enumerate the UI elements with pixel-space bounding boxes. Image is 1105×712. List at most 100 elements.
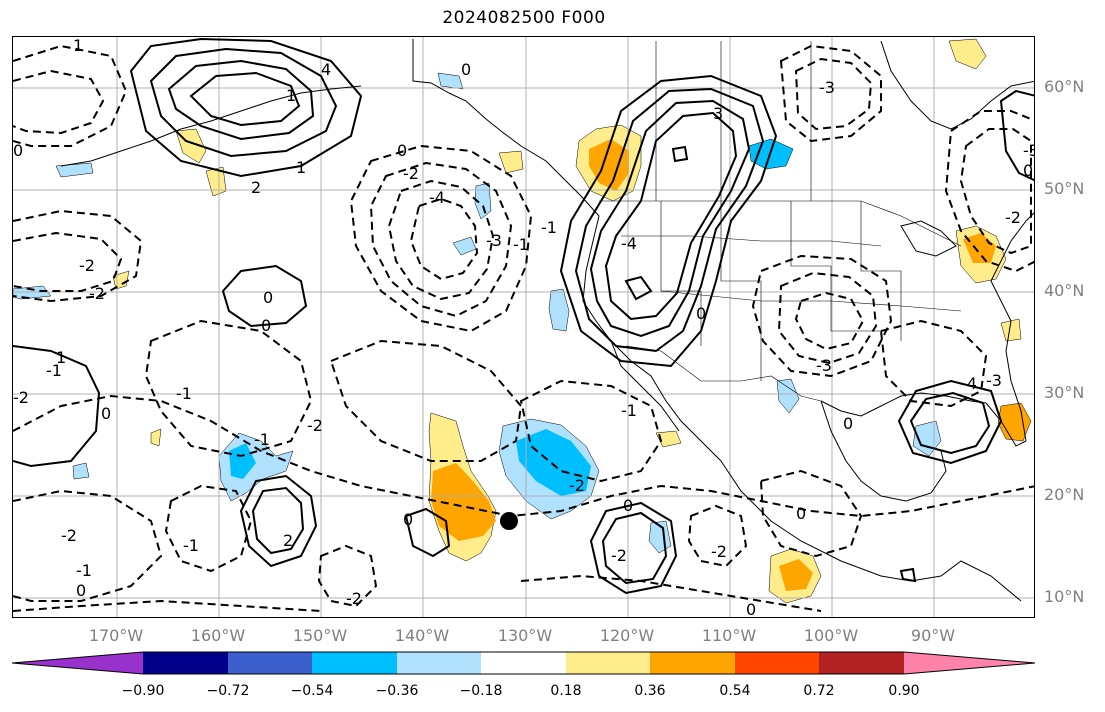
- colorbar-cell: [819, 652, 904, 674]
- contour-neg-nw: [13, 44, 128, 147]
- contour-label: -1: [46, 361, 62, 380]
- coast-great-lakes: [900, 220, 957, 257]
- contour-label: 0: [101, 404, 111, 423]
- border-states-4: [860, 201, 902, 341]
- contour-label: 0: [1023, 161, 1033, 180]
- colorbar-cell: [228, 652, 312, 674]
- contour-neg-pac-4: [409, 197, 479, 281]
- contour-low-gulf-2: [909, 391, 991, 455]
- contour-label: -2: [1005, 208, 1021, 227]
- contour-label: -1: [183, 536, 199, 555]
- colorbar-tick: −0.36: [375, 683, 419, 699]
- contour-small-se: [899, 567, 917, 583]
- shade-negative-texas: [776, 378, 800, 414]
- shade-positive-ne-coast: [1000, 318, 1022, 342]
- lon-label-90w: 90°W: [910, 626, 956, 645]
- contour-low-hi-2: [251, 486, 305, 555]
- coast-west-us: [582, 215, 722, 462]
- contour-neg-plains-2: [777, 271, 878, 365]
- contour-neg-cent: [519, 379, 663, 483]
- contour-label: -1: [254, 430, 270, 449]
- contour-label: -1: [76, 561, 92, 580]
- contour-label: -2: [346, 589, 362, 608]
- contour-high-ak-outer: [129, 37, 363, 178]
- contour-high-us-4: [604, 111, 738, 321]
- border-states-6: [660, 290, 962, 312]
- contour-label: -3: [986, 371, 1002, 390]
- contour-label: -2: [711, 542, 727, 561]
- shade-negative-west-core: [229, 443, 256, 479]
- contour-label: -4: [961, 374, 977, 393]
- shade-positive-small-2: [655, 430, 682, 448]
- contour-label: 1: [56, 348, 66, 367]
- contour-label-layer: 1 0 3 2 0 4 0 -3 0 -2 -4 -3 -2 -2 -1 0 1…: [13, 37, 1034, 617]
- contour-label: -1: [176, 384, 192, 403]
- contour-low-mx-2: [601, 511, 668, 585]
- contour-neg-far-s: [520, 574, 822, 612]
- shade-negative-california: [548, 288, 570, 332]
- contour-zero-main: [13, 394, 1034, 518]
- contour-label: 0: [796, 504, 806, 523]
- shade-negative-gulf: [912, 420, 942, 457]
- map-title: 2024082500 F000: [442, 8, 606, 28]
- border-states-3: [790, 201, 881, 332]
- contour-neg-west-1: [13, 209, 143, 303]
- contour-neg-pac-3: [387, 179, 495, 301]
- lon-label-130w: 130°W: [497, 626, 553, 645]
- border-states-5: [621, 235, 882, 247]
- contour-small-ca: [624, 275, 653, 301]
- map-panel[interactable]: 1 0 3 2 0 4 0 -3 0 -2 -4 -3 -2 -2 -1 0 1…: [12, 36, 1035, 618]
- contour-label: -2: [403, 164, 419, 183]
- lon-label-150w: 150°W: [292, 626, 348, 645]
- contour-label: 0: [263, 288, 273, 307]
- border-states-2: [720, 201, 762, 381]
- contour-low-gulf-1: [897, 379, 1003, 465]
- border-us-mexico: [625, 345, 822, 402]
- coast-mexico-pac: [720, 460, 1022, 602]
- contour-neg-south-2: [164, 484, 253, 573]
- colorbar-cell: [566, 652, 650, 674]
- contour-label: -2: [569, 476, 585, 495]
- contour-label: 0: [76, 581, 86, 600]
- contour-neg-plains-3: [794, 291, 865, 351]
- contour-label: -1: [541, 218, 557, 237]
- contour-label: 4: [321, 60, 331, 79]
- colorbar-cell: [143, 652, 228, 674]
- colorbar-cell: [397, 652, 481, 674]
- contour-small-bc: [671, 145, 689, 163]
- colorbar-cell: [12, 652, 143, 674]
- colorbar-cell: [735, 652, 819, 674]
- coast-hudson: [880, 40, 1034, 130]
- shade-negative-east-core: [516, 429, 591, 496]
- zero-contours: [13, 394, 1034, 518]
- contour-label: 0: [13, 141, 23, 160]
- contour-label: -1: [621, 401, 637, 420]
- contour-label: 0: [843, 414, 853, 433]
- contour-neg-mid-2: [329, 339, 523, 462]
- colorbar-cell: [312, 652, 397, 674]
- shade-negative-ak: [437, 72, 464, 90]
- contour-neg-se: [879, 319, 988, 408]
- contour-label: 0: [261, 316, 271, 335]
- contour-west-edge: [13, 345, 101, 468]
- contour-neg-west-2: [13, 231, 123, 292]
- border-us-canada: [599, 200, 962, 247]
- positive-contours: [13, 37, 1034, 595]
- contour-label: -3: [816, 356, 832, 375]
- lat-label-50n: 50°N: [1044, 179, 1085, 198]
- contour-neg-bottom: [13, 599, 322, 612]
- contour-neg-plains-1: [751, 254, 893, 378]
- contour-label: -3: [486, 231, 502, 250]
- contour-neg-pac-1: [349, 144, 533, 333]
- contour-high-us-2: [574, 87, 765, 353]
- shade-positive-small-3: [150, 428, 162, 447]
- contour-low-mx-1: [589, 501, 678, 595]
- contour-neg-south-3: [317, 544, 378, 608]
- colorbar-tick: −0.54: [290, 683, 334, 699]
- shade-positive-ak: [205, 166, 227, 197]
- contour-neg-south-4: [687, 504, 748, 568]
- contour-label: -2: [61, 526, 77, 545]
- contour-high-ak-4: [189, 71, 301, 127]
- colorbar-tick: 0.36: [634, 683, 666, 699]
- contour-label: 1: [286, 86, 296, 105]
